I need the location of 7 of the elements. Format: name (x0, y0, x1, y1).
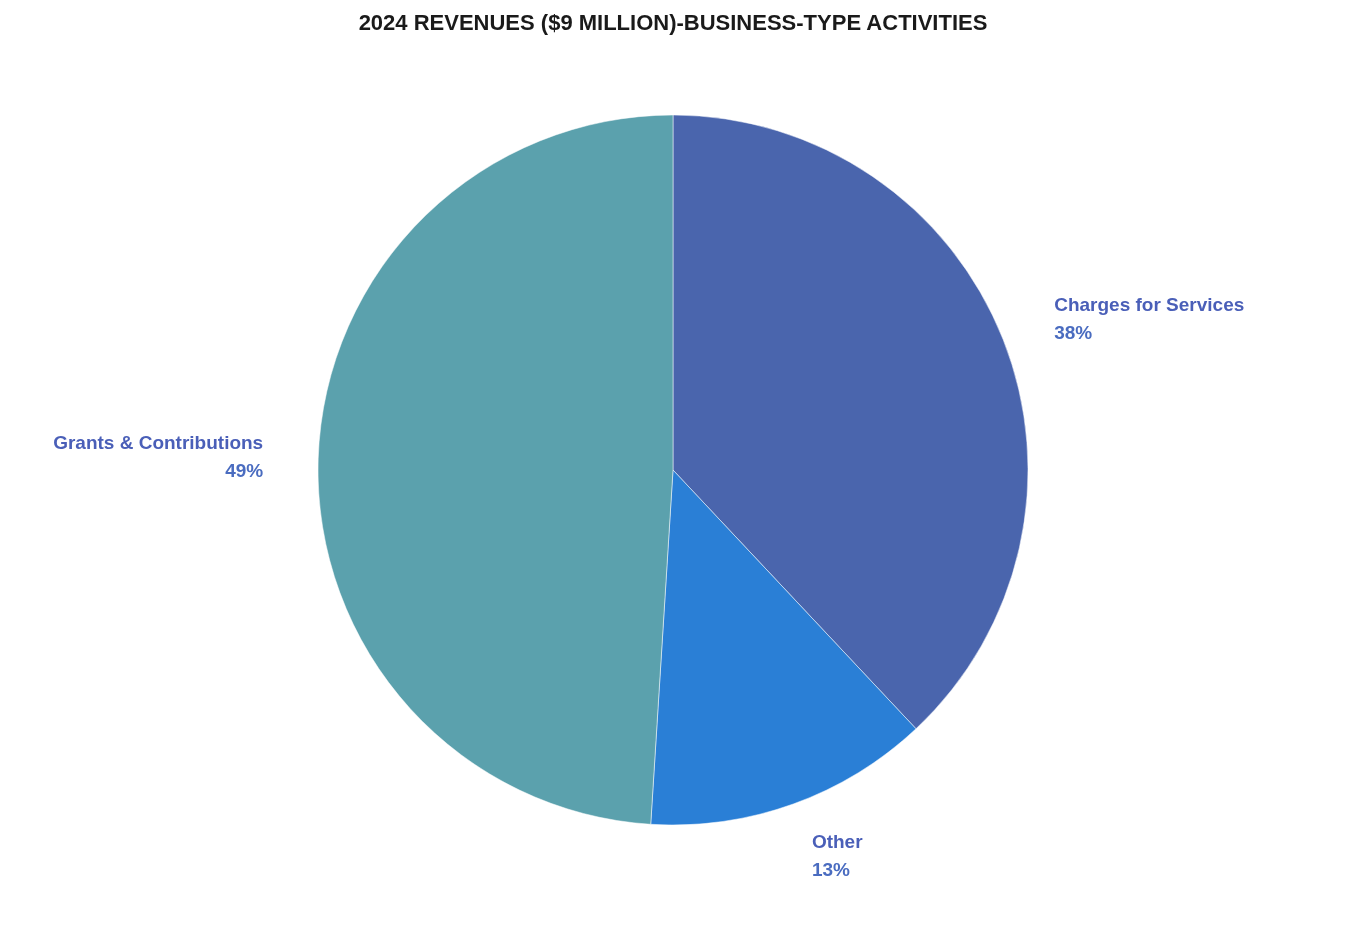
data-label: 38% (1054, 322, 1093, 344)
data-label: 13% (811, 858, 851, 880)
slice-label: Grants & Contributions (53, 432, 264, 454)
slice-label: Other (811, 830, 864, 852)
slice-label: Charges for Services (1054, 294, 1245, 316)
data-label: 49% (225, 460, 264, 482)
chart-title: 2024 REVENUES ($9 MILLION)-BUSINESS-TYPE ACTIVITIES (358, 10, 988, 35)
